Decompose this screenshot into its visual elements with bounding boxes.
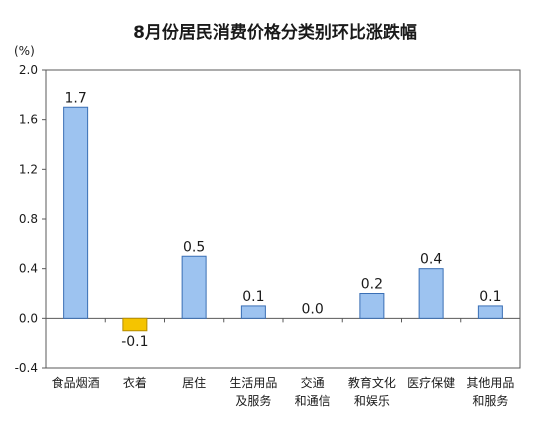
- bar-value-label: 0.0: [301, 301, 323, 317]
- x-category-label: 和服务: [472, 393, 508, 408]
- y-tick-label: 1.2: [19, 162, 38, 176]
- bar: [63, 106, 89, 319]
- y-tick-label: 0.4: [19, 262, 38, 276]
- bar: [359, 293, 385, 319]
- x-category-label: 及服务: [235, 393, 271, 408]
- y-tick-label: 1.6: [19, 113, 38, 127]
- bar: [477, 305, 503, 319]
- x-category-label: 居住: [182, 376, 206, 390]
- x-category-label: 和娱乐: [354, 394, 390, 408]
- y-tick-label: -0.4: [15, 361, 38, 375]
- y-tick-label: 0.8: [19, 212, 38, 226]
- y-axis-unit: (%): [14, 44, 35, 58]
- bar: [418, 268, 444, 319]
- bar: [122, 317, 148, 332]
- bar-value-label: 0.5: [183, 239, 205, 255]
- x-category-label: 医疗保健: [407, 376, 455, 390]
- bar-value-label: 0.2: [361, 277, 383, 293]
- x-category-label: 和通信: [295, 394, 331, 408]
- chart-title: 8月份居民消费价格分类别环比涨跌幅: [133, 23, 417, 43]
- x-category-label: 其他用品: [466, 376, 514, 390]
- bar: [181, 255, 207, 319]
- bar-value-label: 1.7: [64, 90, 86, 106]
- bar: [240, 305, 266, 319]
- bar-value-label: 0.1: [242, 289, 264, 305]
- y-tick-label: 0.0: [19, 311, 38, 325]
- x-category-label: 食品烟酒: [52, 375, 100, 390]
- x-category-label: 教育文化: [348, 375, 396, 390]
- bar-value-label: -0.1: [121, 334, 148, 350]
- x-category-label: 生活用品: [229, 376, 277, 390]
- x-category-label: 交通: [301, 375, 325, 390]
- plot-frame: [45, 69, 521, 369]
- y-tick-label: 2.0: [19, 63, 38, 77]
- bar-value-label: 0.1: [479, 289, 501, 305]
- x-category-label: 衣着: [123, 375, 147, 390]
- bar-value-label: 0.4: [420, 252, 442, 268]
